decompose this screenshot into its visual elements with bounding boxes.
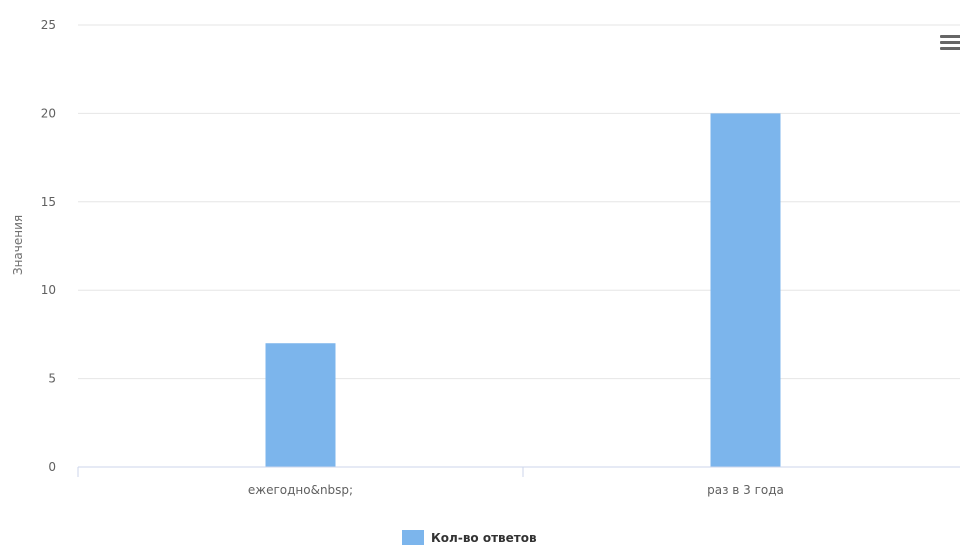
hamburger-menu-icon <box>940 35 960 50</box>
bar[interactable] <box>710 113 781 468</box>
legend[interactable]: Кол-во ответов <box>402 530 537 545</box>
y-tick-label: 0 <box>48 460 56 474</box>
y-tick-label: 10 <box>41 283 56 297</box>
gridlines <box>78 24 960 380</box>
legend-swatch <box>402 530 424 545</box>
x-tick-label: ежегодно&nbsp; <box>248 483 353 497</box>
x-tick-label: раз в 3 года <box>707 483 784 497</box>
x-axis <box>77 466 960 477</box>
y-tick-label: 25 <box>41 18 56 32</box>
bar[interactable] <box>265 343 336 467</box>
x-axis-ticks: ежегодно&nbsp; раз в 3 года <box>248 483 784 497</box>
chart-menu-button[interactable] <box>940 32 960 54</box>
y-tick-label: 20 <box>41 106 56 120</box>
y-axis-ticks: 0 5 10 15 20 25 <box>41 18 56 474</box>
legend-item[interactable]: Кол-во ответов <box>402 530 537 545</box>
y-tick-label: 5 <box>48 372 56 386</box>
bars <box>265 113 781 468</box>
y-tick-label: 15 <box>41 195 56 209</box>
y-axis-title: Значения <box>11 215 25 275</box>
legend-label: Кол-во ответов <box>431 531 537 545</box>
